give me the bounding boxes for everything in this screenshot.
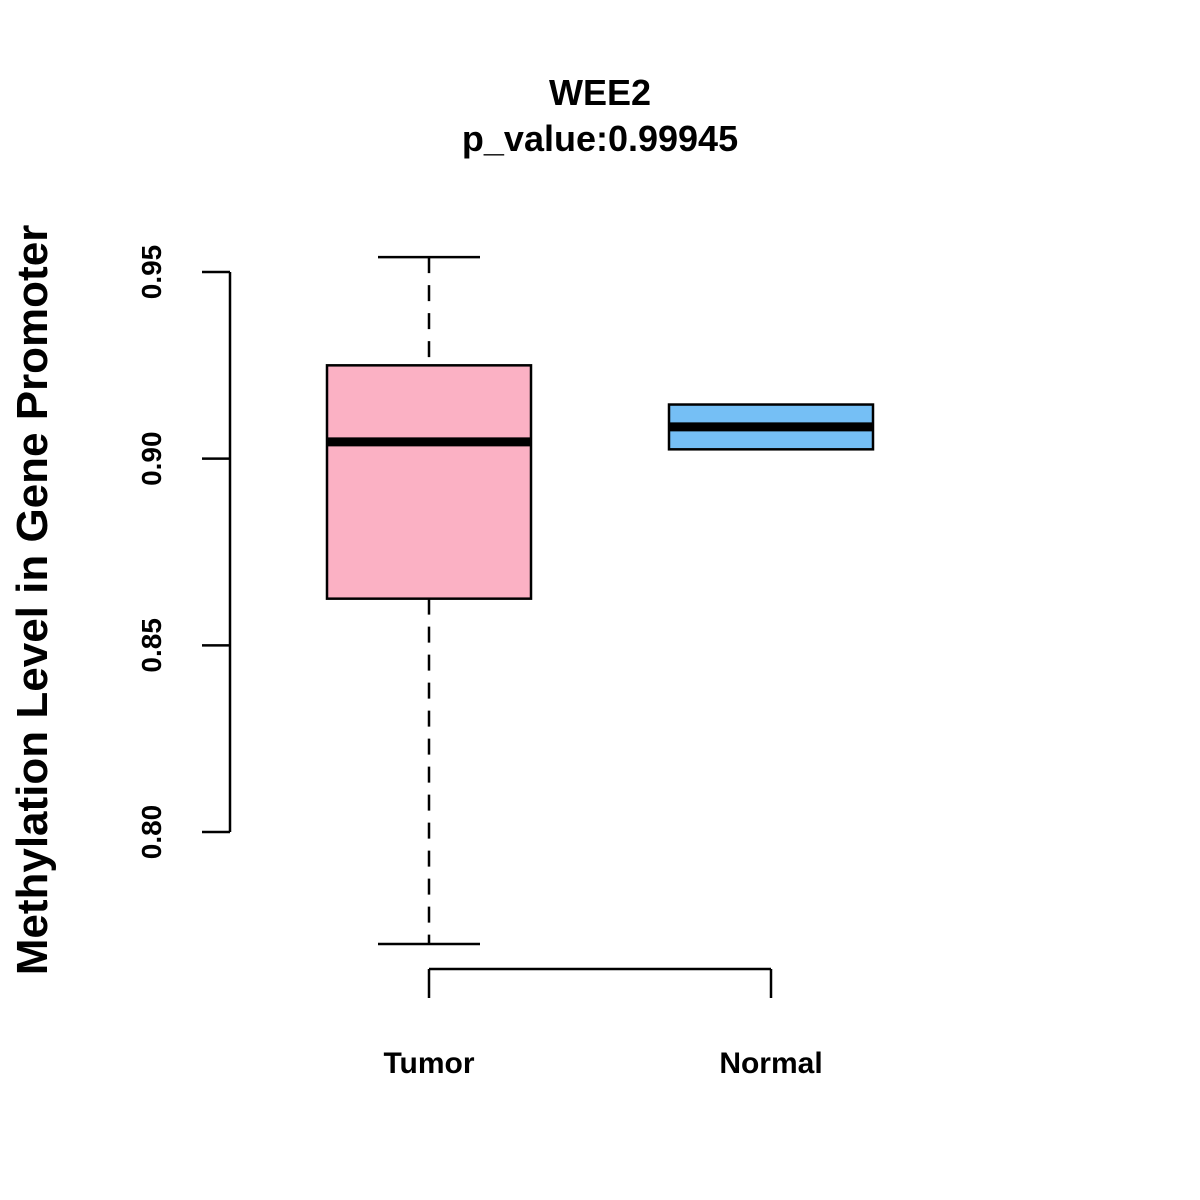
chart-subtitle: p_value:0.99945 bbox=[462, 118, 738, 159]
box-normal bbox=[667, 403, 875, 451]
box-tumor bbox=[325, 255, 533, 946]
chart-title: WEE2 bbox=[549, 72, 651, 113]
x-tick-label-normal: Normal bbox=[719, 1047, 822, 1080]
y-tick-label: 0.95 bbox=[136, 245, 167, 300]
y-tick-label: 0.80 bbox=[136, 805, 167, 860]
y-axis-label: Methylation Level in Gene Promoter bbox=[8, 225, 57, 976]
y-tick-label: 0.90 bbox=[136, 431, 167, 486]
x-axis: Tumor Normal bbox=[383, 967, 823, 1080]
y-tick-label: 0.85 bbox=[136, 618, 167, 673]
x-tick-label-tumor: Tumor bbox=[383, 1047, 474, 1080]
iqr-box bbox=[325, 364, 533, 600]
box-series bbox=[325, 255, 875, 946]
y-axis: 0.80 0.85 0.90 0.95 bbox=[136, 245, 232, 860]
